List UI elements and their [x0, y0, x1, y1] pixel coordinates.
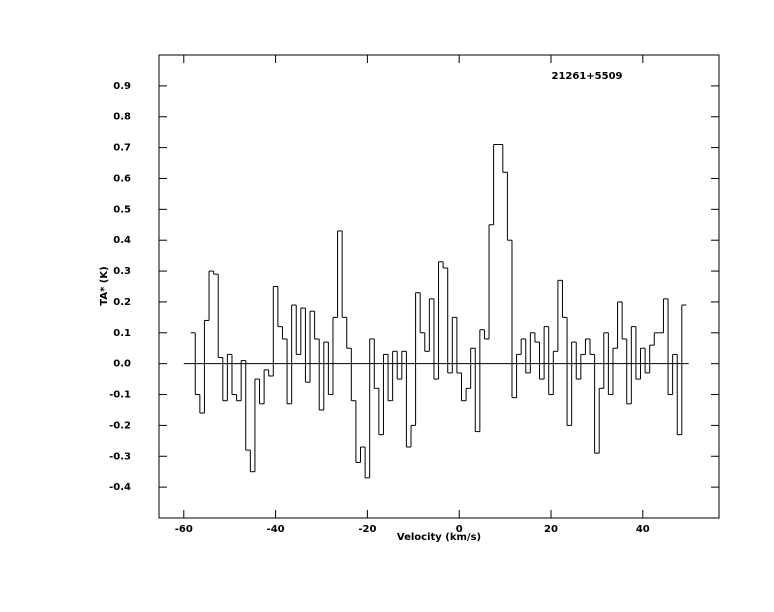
y-tick-label: 0.0	[113, 359, 131, 370]
x-axis-label: Velocity (km/s)	[397, 532, 481, 543]
x-tick-label: -60	[175, 524, 193, 535]
x-tick-label: 40	[636, 524, 650, 535]
y-tick-label: -0.3	[109, 451, 131, 462]
x-tick-label: -20	[358, 524, 376, 535]
y-tick-label: 0.8	[113, 112, 131, 123]
x-tick-label: -40	[267, 524, 285, 535]
y-tick-label: 0.4	[113, 235, 131, 246]
x-tick-label: 20	[544, 524, 558, 535]
y-axis-label: TA* (K)	[99, 266, 110, 305]
y-tick-label: 0.9	[113, 81, 131, 92]
y-tick-label: -0.2	[109, 420, 131, 431]
y-tick-label: -0.1	[109, 390, 131, 401]
y-tick-label: 0.5	[113, 204, 131, 215]
x-tick-label: 0	[456, 524, 463, 535]
y-tick-label: 0.3	[113, 266, 131, 277]
plot-frame	[158, 54, 720, 519]
y-tick-label: 0.2	[113, 297, 131, 308]
y-tick-label: -0.4	[109, 482, 131, 493]
y-tick-label: 0.6	[113, 173, 131, 184]
annotation: 21261+5509	[551, 71, 622, 82]
y-tick-label: 0.1	[113, 328, 131, 339]
y-tick-label: 0.7	[113, 143, 131, 154]
